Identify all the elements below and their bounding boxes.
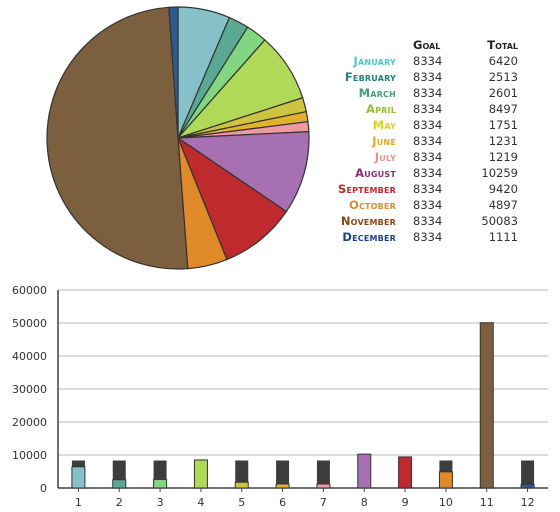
month-label: May	[372, 118, 396, 132]
month-label: December	[342, 230, 396, 244]
goal-header: Goal	[413, 38, 441, 52]
goal-value: 8334	[413, 70, 443, 84]
total-value: 1751	[488, 118, 518, 132]
total-bar	[193, 459, 208, 489]
goal-value: 8334	[413, 230, 443, 244]
x-tick-label: 6	[279, 496, 286, 509]
total-value: 6420	[488, 54, 518, 68]
total-bar	[479, 322, 494, 489]
goal-bar	[316, 460, 330, 488]
x-tick-label: 8	[361, 496, 368, 509]
x-tick-label: 12	[521, 496, 535, 509]
y-tick-label: 0	[40, 482, 47, 495]
month-label: January	[353, 54, 396, 68]
goal-value: 8334	[413, 118, 443, 132]
pie-slice-september	[176, 136, 288, 261]
total-bar	[153, 478, 168, 489]
goal-value: 8334	[413, 102, 443, 116]
y-tick-label: 60000	[12, 284, 47, 297]
total-bar	[112, 479, 127, 489]
total-bar	[71, 466, 86, 489]
x-tick-label: 1	[75, 496, 82, 509]
total-bar	[234, 481, 249, 489]
pie-chart	[46, 6, 310, 270]
total-value: 1231	[488, 134, 518, 148]
total-value: 1219	[488, 150, 518, 164]
goal-value: 8334	[413, 54, 443, 68]
goal-bar	[276, 460, 290, 488]
x-tick-label: 3	[157, 496, 164, 509]
goal-bar	[521, 460, 535, 488]
x-tick-label: 10	[439, 496, 453, 509]
y-tick-label: 20000	[12, 416, 47, 429]
month-label: June	[372, 134, 396, 148]
x-tick-label: 4	[197, 496, 204, 509]
total-value: 10259	[481, 166, 518, 180]
pie-slice-november	[46, 6, 189, 270]
goal-value: 8334	[413, 182, 443, 196]
month-label: November	[340, 214, 396, 228]
month-label: March	[358, 86, 396, 100]
goal-value: 8334	[413, 86, 443, 100]
total-bar	[357, 453, 372, 489]
month-label: August	[355, 166, 396, 180]
total-bar	[520, 483, 535, 489]
x-tick-label: 2	[116, 496, 123, 509]
month-label: February	[344, 70, 396, 84]
month-label: October	[348, 198, 396, 212]
total-value: 2513	[488, 70, 518, 84]
x-tick-label: 7	[320, 496, 327, 509]
goal-value: 8334	[413, 150, 443, 164]
month-label: July	[374, 150, 396, 164]
total-value: 8497	[488, 102, 518, 116]
x-tick-label: 11	[480, 496, 494, 509]
y-tick-label: 30000	[12, 383, 47, 396]
y-tick-label: 50000	[12, 317, 47, 330]
total-value: 50083	[481, 214, 518, 228]
total-value: 9420	[488, 182, 518, 196]
month-label: April	[366, 102, 396, 116]
goal-bar	[235, 460, 249, 488]
pie-slice-december	[168, 6, 179, 139]
goal-value: 8334	[413, 166, 443, 180]
goal-value: 8334	[413, 214, 443, 228]
total-bar	[398, 456, 413, 489]
y-tick-label: 10000	[12, 449, 47, 462]
total-bar	[275, 483, 290, 489]
total-value: 2601	[488, 86, 518, 100]
goal-value: 8334	[413, 134, 443, 148]
pie-slice-august	[176, 131, 310, 213]
month-label: September	[337, 182, 396, 196]
total-value: 1111	[488, 230, 518, 244]
total-value: 4897	[488, 198, 518, 212]
y-tick-label: 40000	[12, 350, 47, 363]
x-tick-label: 5	[238, 496, 245, 509]
goal-value: 8334	[413, 198, 443, 212]
total-bar	[316, 483, 331, 489]
total-header: Total	[487, 38, 518, 52]
x-tick-label: 9	[402, 496, 409, 509]
total-bar	[438, 471, 453, 489]
